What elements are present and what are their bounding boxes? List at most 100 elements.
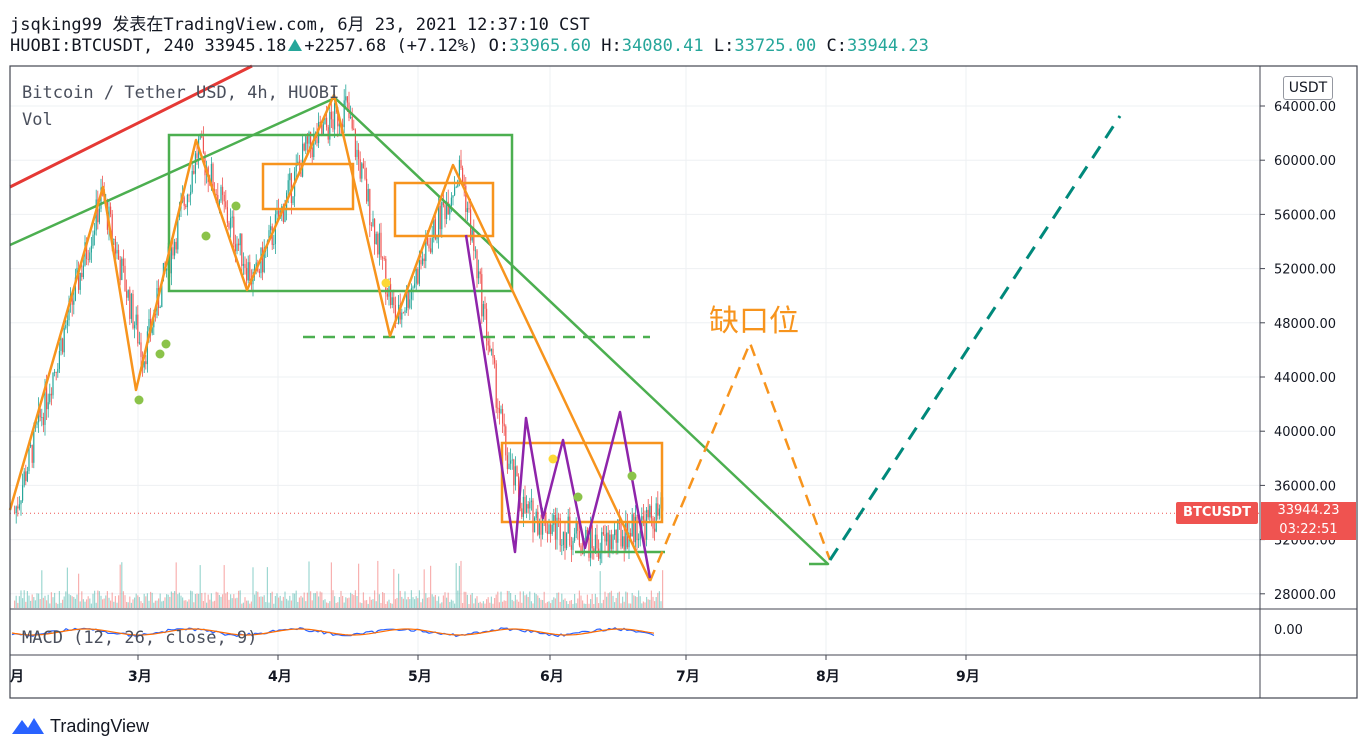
volume-bar	[14, 600, 16, 608]
high-label: H:	[601, 36, 622, 56]
candle-body	[39, 408, 41, 418]
candle-body	[343, 100, 345, 128]
volume-bar	[182, 597, 184, 608]
volume-bar	[25, 601, 27, 608]
volume-bar	[70, 595, 72, 608]
volume-bar	[407, 596, 409, 608]
candle-body	[639, 530, 641, 539]
volume-bar	[468, 603, 470, 608]
candle-body	[311, 147, 313, 158]
candle-body	[326, 117, 328, 128]
volume-bar	[388, 599, 390, 608]
volume-bar	[50, 592, 52, 608]
candle-body	[145, 361, 147, 365]
candle-body	[26, 471, 28, 482]
volume-legend[interactable]: Vol	[22, 110, 53, 130]
candle-body	[383, 257, 385, 259]
macd-legend[interactable]: MACD (12, 26, close, 9)	[22, 628, 258, 648]
purple-wave	[464, 234, 652, 579]
volume-bar	[596, 597, 598, 608]
volume-bar	[633, 595, 635, 608]
symbol-label[interactable]: HUOBI:BTCUSDT, 240	[10, 36, 195, 56]
candle-body	[412, 287, 414, 289]
close-label: C:	[826, 36, 847, 56]
time-axis[interactable]: 月 3月 4月 5月 6月 7月 8月 9月	[9, 655, 980, 685]
volume-bar	[639, 596, 641, 608]
volume-bar	[442, 595, 444, 608]
volume-bar	[209, 599, 211, 608]
volume-bar	[103, 598, 105, 608]
candle-body	[220, 186, 222, 201]
volume-bar	[290, 600, 292, 608]
volume-bar	[378, 594, 380, 608]
candle-body	[454, 187, 456, 196]
volume-bar	[79, 601, 81, 608]
candle-body	[479, 271, 481, 275]
volume-bar	[215, 591, 217, 608]
candle-body	[87, 258, 89, 260]
candle-body	[194, 153, 196, 174]
candle-body	[212, 163, 214, 190]
volume-bar	[361, 603, 363, 608]
red-trendline	[9, 64, 253, 189]
candle-body	[609, 534, 611, 551]
volume-bar	[266, 567, 268, 608]
currency-button[interactable]: USDT	[1283, 76, 1333, 100]
volume-bar	[386, 601, 388, 608]
volume-bar	[478, 602, 480, 608]
volume-bar	[170, 591, 172, 608]
candle-body	[58, 350, 60, 369]
volume-bar	[534, 592, 536, 608]
volume-bar	[143, 593, 145, 608]
candle-body	[530, 500, 532, 503]
chart-frame	[9, 65, 1358, 699]
orange-box-1	[261, 162, 355, 211]
volume-bar	[255, 591, 257, 608]
current-symbol-tag: BTCUSDT	[1176, 502, 1258, 524]
candle-body	[636, 516, 638, 541]
candle-body	[502, 408, 504, 424]
volume-bar	[49, 603, 51, 608]
volume-bar	[52, 597, 54, 608]
series-legend[interactable]: Bitcoin / Tether USD, 4h, HUOBI	[22, 83, 340, 103]
volume-bar	[74, 598, 76, 608]
last-price: 33945.18	[204, 36, 287, 56]
volume-bar	[300, 595, 302, 608]
candle-body	[406, 290, 408, 311]
price-axis[interactable]: 64000.00 60000.00 56000.00 52000.00 48000.00…	[1260, 100, 1336, 638]
volume-bar	[631, 592, 633, 608]
candle-body	[234, 244, 236, 252]
candle-body	[233, 216, 235, 245]
volume-bar	[321, 592, 323, 608]
volume-bar	[242, 602, 244, 608]
volume-bar	[130, 602, 132, 608]
candle-body	[466, 208, 468, 213]
volume-bar	[137, 595, 139, 608]
volume-bar	[527, 596, 529, 608]
volume-bar	[324, 599, 326, 608]
candle-body	[631, 514, 633, 537]
tradingview-logo[interactable]: TradingView	[10, 714, 149, 738]
volume-bar	[617, 592, 619, 608]
volume-bar	[194, 594, 196, 608]
volume-bar	[234, 598, 236, 608]
volume-bar	[540, 599, 542, 608]
candle-body	[439, 205, 441, 230]
signal-dot	[161, 339, 171, 349]
volume-bar	[486, 599, 488, 608]
candle-body	[414, 283, 416, 288]
candle-body	[604, 534, 606, 542]
candle-body	[222, 186, 224, 195]
candle-body	[596, 534, 598, 549]
volume-bar	[498, 602, 500, 608]
volume-bar	[41, 570, 43, 608]
volume-bar	[599, 571, 601, 608]
volume-bar	[250, 601, 252, 608]
volume-bar	[618, 591, 620, 608]
volume-bar	[626, 592, 628, 608]
candle-body	[577, 521, 579, 531]
candle-body	[558, 517, 560, 519]
volume-bar	[612, 595, 614, 608]
candle-body	[422, 258, 424, 265]
